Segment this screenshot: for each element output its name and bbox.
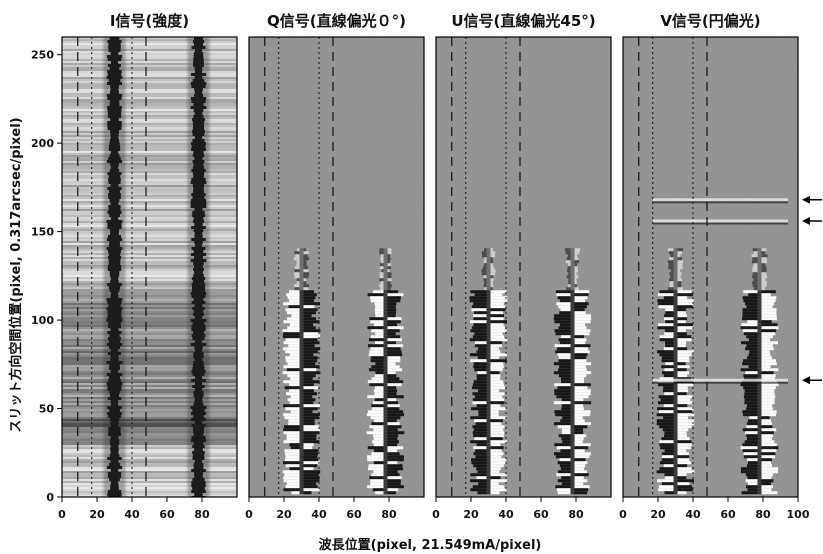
signal-line-1 [656,248,695,495]
absorption-line-1 [103,37,126,497]
signal-line-2 [553,248,592,495]
x-tick-label: 80 [194,508,210,521]
x-tick-label: 60 [533,508,549,521]
x-tick-label: 20 [89,508,105,521]
x-tick-label: 0 [619,508,627,521]
x-tick-label: 20 [463,508,479,521]
x-tick-label: 80 [755,508,771,521]
arrows-group [802,195,822,385]
marker-arrow [802,217,822,225]
x-axes: 0 20 40 60 80 0 20 40 60 80 0 20 40 60 80 0 20 40 60 80 100 [58,497,810,521]
signal-line-2 [740,248,779,495]
x-tick-label: 20 [650,508,666,521]
y-tick-label: 200 [31,137,54,150]
x-axis-label: 波長位置(pixel, 21.549mA/pixel) [319,537,542,553]
x-tick-label: 60 [346,508,362,521]
panel-2: Q信号(直線偏光０°) [248,12,425,498]
x-tick-label: 40 [311,508,327,521]
panel-frame [622,36,799,498]
signal-line-1 [469,248,508,495]
y-tick-label: 100 [31,314,54,327]
x-tick-label: 60 [720,508,736,521]
x-tick-label: 20 [276,508,292,521]
y-tick-label: 0 [46,491,54,504]
panel-title: V信号(円偏光) [660,12,760,30]
y-tick-label: 150 [31,226,54,239]
panel-1: I信号(強度) [61,12,238,498]
x-tick-label: 80 [381,508,397,521]
panel-title: I信号(強度) [110,12,189,30]
panel-3: U信号(直線偏光45°) [435,12,612,498]
panels-group: I信号(強度) Q信号(直線偏光０°) U信号(直線偏光45°) V信号(円偏光) [61,12,799,498]
panel-frame [61,36,238,498]
x-tick-label: 100 [787,508,810,521]
y-axis-label: スリット方向空間位置(pixel, 0.317arcsec/pixel) [8,117,24,432]
y-tick-label: 50 [39,403,55,416]
panel-title: Q信号(直線偏光０°) [267,12,406,30]
panel-frame [435,36,612,498]
x-tick-label: 0 [245,508,253,521]
panel-title: U信号(直線偏光45°) [451,12,595,30]
marker-arrow [802,376,822,385]
marker-arrow [802,195,822,204]
signal-line-2 [366,248,405,495]
x-tick-label: 40 [124,508,140,521]
y-tick-label: 250 [31,49,54,62]
panel-frame [248,36,425,498]
x-tick-label: 80 [568,508,584,521]
x-tick-label: 0 [58,508,66,521]
x-tick-label: 0 [432,508,440,521]
y-axis: 0 50 100 150 200 250 [31,49,62,504]
x-tick-label: 60 [159,508,175,521]
signal-line-1 [282,248,321,495]
panel-4: V信号(円偏光) [622,12,799,498]
absorption-line-2 [187,37,210,497]
x-tick-label: 40 [498,508,514,521]
x-tick-label: 40 [685,508,701,521]
